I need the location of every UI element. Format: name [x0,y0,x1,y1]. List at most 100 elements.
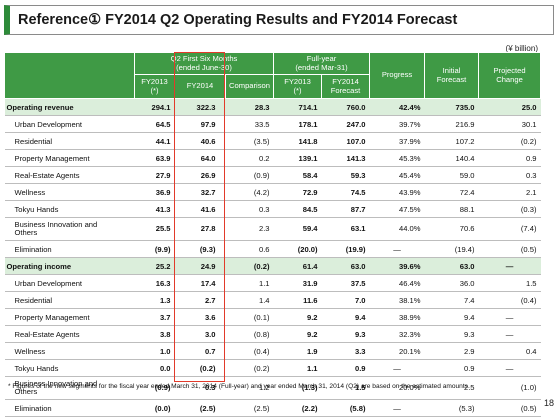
row-value: 3.8 [134,325,175,343]
row-label: Wellness [4,183,135,201]
row-value: 0.4 [478,342,541,360]
row-label: Tokyu Hands [4,200,135,218]
row-value: 33.5 [225,115,274,133]
row-value: 64.5 [134,115,175,133]
row-value: 0.9 [478,149,541,167]
row-value: (2.2) [273,399,322,417]
row-value: 0.2 [225,149,274,167]
row-value: 63.9 [134,149,175,167]
row-value: (19.9) [321,240,370,258]
row-value: 24.9 [174,257,226,275]
row-value: (0.4) [225,342,274,360]
row-value: 0.6 [225,240,274,258]
row-value: 9.4 [321,308,370,326]
table-row: Real-Estate Agents 3.8 3.0 (0.8) 9.2 9.3 32.3%… [4,325,541,343]
row-value: 39.7% [369,115,425,133]
header-fy-group: Full-year (ended Mar-31) [273,52,371,75]
row-value: (4.2) [225,183,274,201]
footnote: * Figures of the new segments for the fi… [8,383,470,390]
row-value: 1.0 [134,342,175,360]
row-value: 59.0 [424,166,479,184]
row-value: 178.1 [273,115,322,133]
row-value: 0.9 [321,359,370,377]
row-value: (2.5) [174,399,226,417]
page-number: 18 [543,398,554,408]
row-label: Elimination [4,240,135,258]
row-value: (9.9) [134,240,175,258]
row-value: — [369,240,425,258]
row-value: (5.8) [321,399,370,417]
row-value: 2.3 [225,217,274,241]
row-value: 32.3% [369,325,425,343]
row-value: (19.4) [424,240,479,258]
row-value: (0.5) [478,399,541,417]
table-row: Wellness 1.0 0.7 (0.4) 1.9 3.3 20.1% 2.9 0.4 [4,342,541,360]
row-label: Elimination [4,399,135,417]
row-value: 72.9 [273,183,322,201]
row-value: 735.0 [424,98,479,116]
row-value: 74.5 [321,183,370,201]
unit-label: (¥ billion) [505,44,538,53]
row-value: 28.3 [225,98,274,116]
title-box: Reference① FY2014 Q2 Operating Results a… [4,5,554,35]
row-value: 36.9 [134,183,175,201]
row-value: 2.1 [478,183,541,201]
row-value: 58.4 [273,166,322,184]
row-value: — [369,359,425,377]
table-row: Residential 1.3 2.7 1.4 11.6 7.0 38.1% 7.4 (0.4) [4,291,541,309]
row-value: 9.2 [273,308,322,326]
row-value: 25.5 [134,217,175,241]
row-value: (0.9) [225,166,274,184]
row-label: Business Innovation and Others [4,217,135,241]
row-value: 0.3 [174,376,226,400]
table-row: Wellness 36.9 32.7 (4.2) 72.9 74.5 43.9% 72.4 2.… [4,183,541,201]
row-value: 1.1 [273,359,322,377]
table-row: Business Innovation and Others 25.5 27.8 2.3… [4,217,541,241]
row-value: 9.3 [321,325,370,343]
row-value: 107.0 [321,132,370,150]
table-row: Elimination (0.0) (2.5) (2.5) (2.2) (5.8) — (5.… [4,399,541,417]
row-label: Operating income [4,257,135,275]
row-value: 7.0 [321,291,370,309]
row-value: (3.5) [225,132,274,150]
row-value: 3.7 [134,308,175,326]
row-value: 760.0 [321,98,370,116]
table-row: Urban Development 64.5 97.9 33.5 178.1 247.0 3… [4,115,541,133]
row-value: 0.9 [424,359,479,377]
row-value: (0.2) [478,132,541,150]
header-projected: Projected Change [478,52,542,99]
table-row: Operating revenue 294.1 322.3 28.3 714.1 760.… [4,98,541,116]
row-value: 63.0 [321,257,370,275]
row-value: (0.1) [225,308,274,326]
row-value: 11.6 [273,291,322,309]
table-row: Business Innovation and Others (0.9) 0.3 1.2… [4,376,541,400]
row-value: 0.3 [225,200,274,218]
row-value: 72.4 [424,183,479,201]
row-value: (0.9) [134,376,175,400]
row-value: (5.3) [424,399,479,417]
row-value: (0.5) [478,240,541,258]
row-value: 141.8 [273,132,322,150]
header-fy2013-fy: FY2013 (*) [273,74,323,99]
row-value: 0.0 [134,359,175,377]
table-row: Elimination (9.9) (9.3) 0.6 (20.0) (19.9) — (19… [4,240,541,258]
row-label: Tokyu Hands [4,359,135,377]
row-value: 25.0 [478,98,541,116]
row-value: 97.9 [174,115,226,133]
table-row: Property Management 63.9 64.0 0.2 139.1 141.3… [4,149,541,167]
page-title: Reference① FY2014 Q2 Operating Results a… [18,12,458,28]
row-value: 40.6 [174,132,226,150]
row-value: (0.4) [478,291,541,309]
row-value: (0.2) [225,359,274,377]
row-value: 45.3% [369,149,425,167]
table-row: Tokyu Hands 0.0 (0.2) (0.2) 1.1 0.9—0.9— [4,359,541,377]
row-value: — [369,399,425,417]
row-value: 2.9 [424,342,479,360]
row-value: 7.4 [424,291,479,309]
table-row: Real-Estate Agents 27.9 26.9 (0.9) 58.4 59.3 4… [4,166,541,184]
row-value: 2.7 [174,291,226,309]
row-value: 294.1 [134,98,175,116]
row-value: 3.0 [174,325,226,343]
row-value: 27.8 [174,217,226,241]
row-value: (9.3) [174,240,226,258]
